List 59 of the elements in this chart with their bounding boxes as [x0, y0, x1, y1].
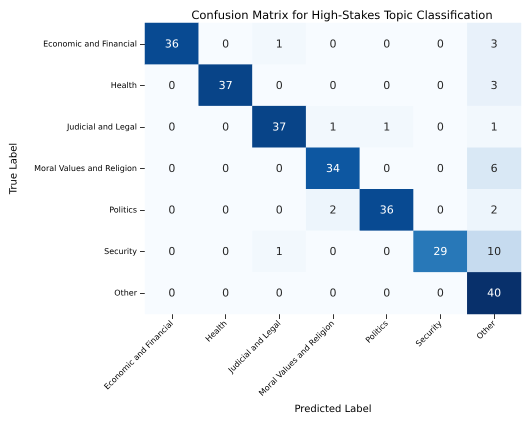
data-label: 1: [276, 245, 283, 258]
data-label: 0: [276, 162, 283, 175]
data-label: 0: [383, 286, 390, 300]
y-tick-label: Politics: [109, 206, 137, 215]
data-label: 0: [168, 286, 176, 300]
y-tick-label: Health: [110, 80, 137, 90]
data-label: 0: [222, 204, 230, 217]
data-label: 0: [383, 37, 390, 50]
data-label: 1: [383, 120, 390, 134]
data-label: 0: [436, 78, 444, 92]
data-label: 0: [276, 204, 283, 217]
data-label: 0: [276, 286, 283, 300]
data-label: 36: [380, 204, 394, 217]
data-label: 1: [330, 120, 336, 134]
data-label: 0: [383, 78, 390, 92]
data-label: 29: [433, 245, 448, 258]
data-label: 0: [330, 37, 336, 50]
y-tick-label: Other: [114, 288, 138, 298]
data-label: 0: [222, 286, 230, 300]
data-label: 0: [222, 37, 230, 50]
y-tick-label: Security: [104, 247, 138, 256]
data-label: 0: [330, 286, 336, 300]
y-tick-label: Moral Values and Religion: [34, 164, 137, 173]
y-tick-label: Economic and Financial: [43, 39, 137, 48]
data-label: 0: [436, 286, 444, 300]
data-label: 40: [487, 286, 502, 300]
data-label: 0: [436, 37, 444, 50]
data-label: 37: [218, 78, 233, 92]
data-label: 0: [222, 245, 230, 258]
data-label: 0: [168, 204, 176, 217]
data-label: 37: [272, 120, 286, 134]
data-label: 0: [436, 120, 444, 134]
data-label: 2: [490, 204, 498, 217]
chart-title: Confusion Matrix for High-Stakes Topic Classification: [191, 8, 493, 22]
data-label: 0: [168, 162, 176, 175]
data-label: 0: [222, 162, 230, 175]
y-tick-label: Judicial and Legal: [66, 122, 137, 132]
data-label: 36: [164, 37, 179, 50]
y-axis-title: True Label: [8, 142, 20, 196]
data-label: 1: [490, 120, 498, 134]
data-label: 0: [436, 162, 444, 175]
data-label: 0: [383, 245, 390, 258]
data-label: 3: [490, 78, 498, 92]
data-label: 0: [330, 245, 336, 258]
data-label: 0: [168, 120, 176, 134]
data-label: 2: [330, 204, 336, 217]
data-label: 10: [487, 245, 502, 258]
data-label: 3: [490, 37, 498, 50]
data-label: 6: [490, 162, 498, 175]
data-label: 0: [436, 204, 444, 217]
data-label: 0: [168, 78, 176, 92]
x-axis-title: Predicted Label: [294, 404, 372, 416]
data-label: 0: [383, 162, 390, 175]
data-label: 0: [330, 78, 336, 92]
data-label: 1: [276, 37, 283, 50]
data-label: 0: [222, 120, 230, 134]
data-label: 0: [168, 245, 176, 258]
data-label: 0: [276, 78, 283, 92]
data-label: 34: [326, 162, 340, 175]
